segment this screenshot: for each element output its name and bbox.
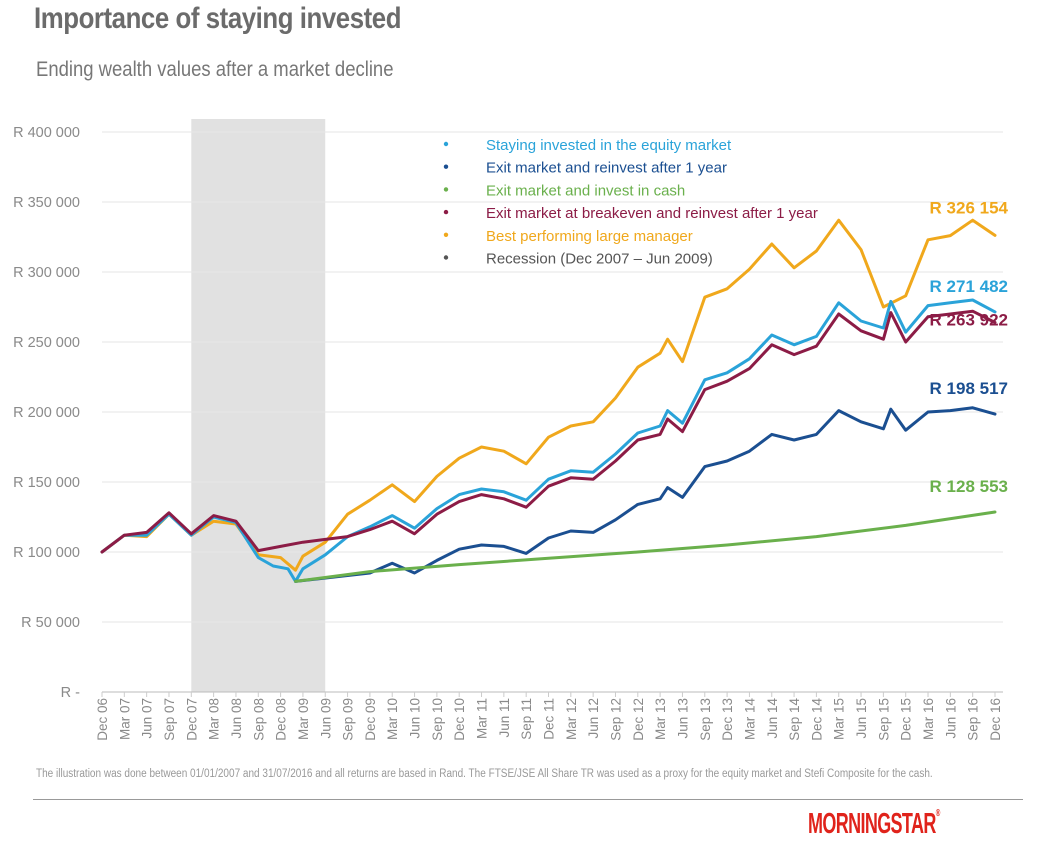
legend-item: Staying invested in the equity market <box>486 137 732 154</box>
x-tick-label: Dec 13 <box>720 698 735 741</box>
divider <box>33 799 1023 800</box>
x-tick-label: Mar 09 <box>296 698 311 740</box>
series-line-breakeven <box>100 309 997 554</box>
x-tick-label: Jun 07 <box>140 698 155 739</box>
x-tick-label: Jun 11 <box>497 698 512 738</box>
chart-subtitle: Ending wealth values after a market decl… <box>36 58 394 81</box>
x-tick-label: Jun 10 <box>408 698 423 739</box>
x-tick-label: Dec 16 <box>988 698 1003 741</box>
x-tick-label: Sep 13 <box>698 698 713 741</box>
line-chart: R - R 50 000 R 100 000 R 150 000 R 200 000 R … <box>13 119 1009 741</box>
x-tick-label: Jun 09 <box>318 698 333 739</box>
end-label-staying: R 271 482 <box>930 277 1008 296</box>
x-tick-label: Mar 16 <box>921 698 936 740</box>
morningstar-logo: MORNINGSTAR® <box>808 808 940 841</box>
x-tick-label: Jun 14 <box>765 698 780 739</box>
legend-marker <box>443 187 449 192</box>
x-tick-label: Sep 11 <box>519 698 534 740</box>
x-tick-label: Dec 07 <box>184 698 199 741</box>
x-tick-label: Mar 13 <box>653 698 668 740</box>
legend-item: Recession (Dec 2007 – Jun 2009) <box>486 251 713 268</box>
legend-item: Exit market and invest in cash <box>486 182 685 199</box>
x-tick-label: Mar 15 <box>832 698 847 740</box>
x-tick-label: Dec 09 <box>363 698 378 741</box>
legend-marker <box>443 255 449 260</box>
x-tick-label: Sep 14 <box>787 698 802 741</box>
x-tick-label: Mar 07 <box>117 698 132 740</box>
x-tick-label: Sep 12 <box>608 698 623 741</box>
series-line-cash <box>294 510 997 583</box>
logo-text: MORNINGSTAR <box>808 808 936 840</box>
x-tick-label: Dec 08 <box>274 698 289 741</box>
recession-band <box>191 119 326 692</box>
x-axis: Dec 06 Mar 07 Jun 07 Sep 07 Dec 07 Mar 08 Jun … <box>95 692 1003 741</box>
x-tick-label: Sep 15 <box>876 698 891 741</box>
x-tick-label: Sep 08 <box>251 698 266 741</box>
legend-marker <box>443 141 449 147</box>
x-tick-label: Sep 10 <box>430 698 445 741</box>
y-tick-label: R 150 000 <box>13 475 80 491</box>
series-line-exit_reinvest <box>294 406 997 583</box>
grid-lines <box>102 131 1003 693</box>
x-tick-label: Jun 12 <box>586 698 601 739</box>
x-tick-label: Mar 12 <box>564 698 579 740</box>
x-tick-label: Mar 08 <box>207 698 222 740</box>
chart-title: Importance of staying invested <box>34 2 402 35</box>
x-tick-label: Mar 14 <box>742 698 757 741</box>
x-tick-label: Dec 14 <box>809 698 824 741</box>
y-tick-label: R 350 000 <box>13 195 80 211</box>
legend: Staying invested in the equity market Exi… <box>443 137 818 268</box>
legend-item: Exit market at breakeven and reinvest af… <box>486 205 818 222</box>
x-tick-label: Dec 12 <box>631 698 646 741</box>
x-tick-label: Jun 16 <box>943 698 958 739</box>
series-lines <box>100 218 997 583</box>
y-tick-label: R 200 000 <box>13 405 80 421</box>
series-line-best_manager <box>100 218 997 572</box>
registered-mark: ® <box>935 808 941 819</box>
y-tick-label: R 100 000 <box>13 545 80 561</box>
x-tick-label: Sep 07 <box>162 698 177 741</box>
y-tick-label: R 400 000 <box>13 125 80 141</box>
y-axis: R - R 50 000 R 100 000 R 150 000 R 200 000 R … <box>13 125 80 701</box>
end-label-cash: R 128 553 <box>930 477 1008 496</box>
legend-item: Exit market and reinvest after 1 year <box>486 160 727 177</box>
end-label-best_manager: R 326 154 <box>930 198 1009 217</box>
x-tick-label: Dec 06 <box>95 698 110 741</box>
x-tick-label: Mar 11 <box>475 698 490 739</box>
x-tick-label: Dec 10 <box>452 698 467 741</box>
x-tick-label: Sep 16 <box>966 698 981 741</box>
y-tick-label: R 250 000 <box>13 335 80 351</box>
x-tick-label: Jun 13 <box>675 698 690 739</box>
end-label-breakeven: R 263 922 <box>930 311 1008 330</box>
end-value-labels: R 326 154 R 271 482 R 263 922 R 198 517 R 12… <box>930 198 1009 496</box>
x-tick-label: Jun 08 <box>229 698 244 739</box>
legend-item: Best performing large manager <box>486 228 693 245</box>
x-tick-label: Sep 09 <box>341 698 356 741</box>
x-tick-label: Mar 10 <box>385 698 400 740</box>
series-line-staying <box>100 298 997 583</box>
x-tick-label: Jun 15 <box>854 698 869 739</box>
legend-marker <box>443 209 449 215</box>
legend-marker <box>443 232 449 237</box>
legend-marker <box>443 164 449 169</box>
footnote: The illustration was done between 01/01/… <box>36 768 933 780</box>
x-tick-label: Dec 15 <box>899 698 914 741</box>
y-tick-label: R 300 000 <box>13 265 80 281</box>
x-tick-label: Dec 11 <box>542 698 557 740</box>
end-label-exit_reinvest: R 198 517 <box>930 379 1008 398</box>
y-tick-label: R - <box>61 685 81 701</box>
y-tick-label: R 50 000 <box>21 615 80 631</box>
